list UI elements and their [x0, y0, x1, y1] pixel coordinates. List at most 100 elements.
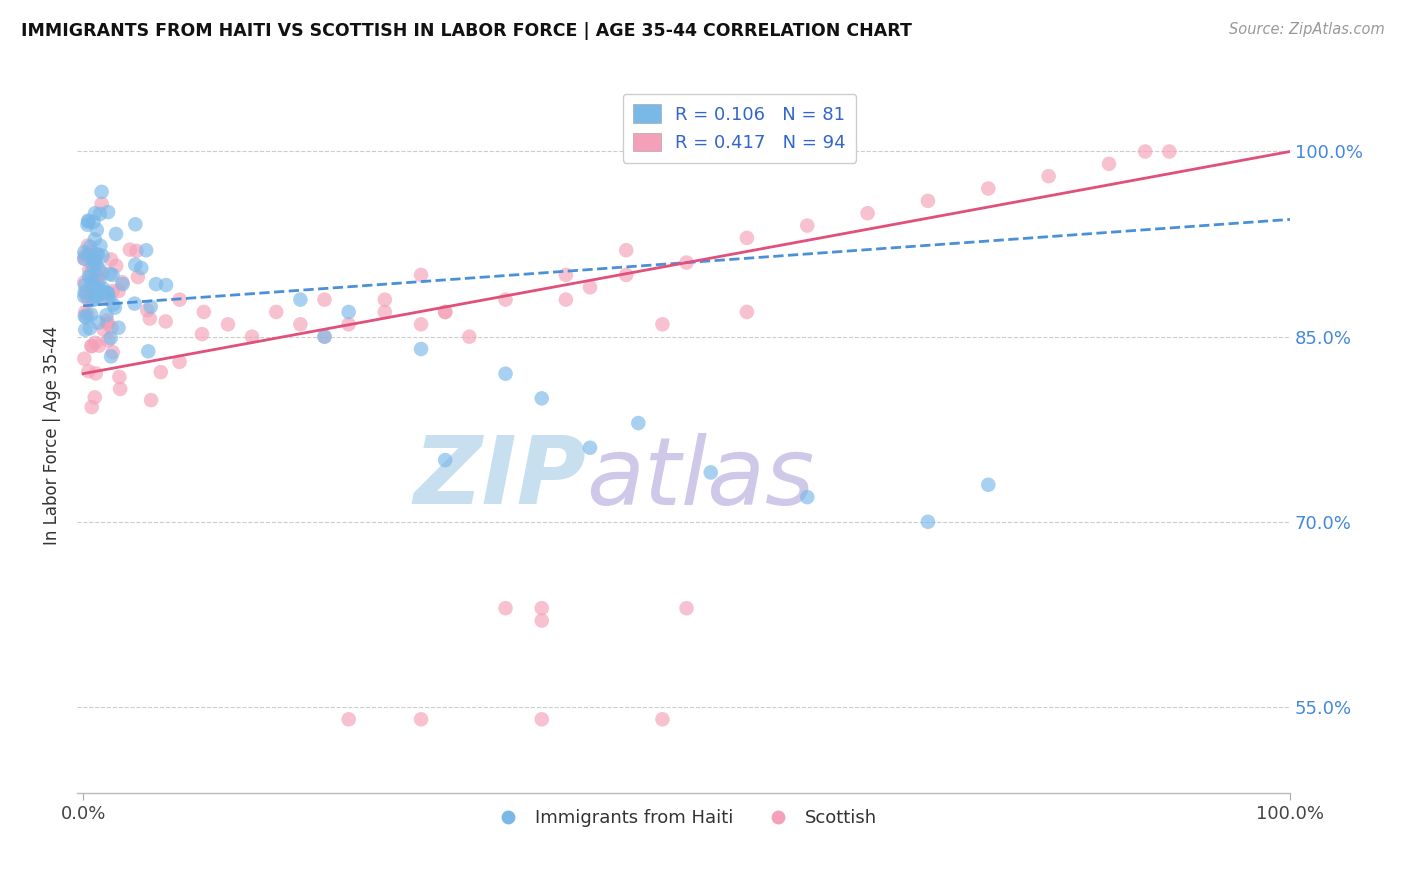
- Point: [1135, 145, 1157, 159]
- Point: [977, 181, 1000, 195]
- Point: [108, 382, 131, 396]
- Point: [434, 305, 457, 319]
- Point: [73, 285, 96, 300]
- Point: [530, 614, 553, 628]
- Text: Source: ZipAtlas.com: Source: ZipAtlas.com: [1229, 22, 1385, 37]
- Point: [434, 453, 457, 467]
- Point: [75, 323, 97, 337]
- Point: [169, 293, 191, 307]
- Point: [84, 287, 107, 301]
- Point: [337, 305, 360, 319]
- Point: [90, 185, 112, 199]
- Point: [675, 601, 697, 615]
- Point: [75, 285, 97, 300]
- Point: [77, 215, 100, 229]
- Point: [124, 296, 146, 310]
- Point: [240, 329, 263, 343]
- Point: [124, 217, 146, 231]
- Point: [80, 308, 103, 322]
- Point: [90, 197, 112, 211]
- Point: [139, 311, 162, 326]
- Point: [77, 213, 100, 227]
- Point: [82, 293, 104, 307]
- Point: [145, 277, 167, 291]
- Point: [374, 305, 396, 319]
- Point: [79, 321, 101, 335]
- Point: [84, 288, 107, 302]
- Point: [97, 205, 120, 219]
- Point: [155, 278, 177, 293]
- Point: [191, 327, 214, 342]
- Point: [495, 601, 517, 615]
- Point: [530, 601, 553, 615]
- Point: [796, 219, 818, 233]
- Point: [149, 365, 172, 379]
- Point: [73, 252, 96, 266]
- Point: [82, 252, 104, 267]
- Point: [290, 318, 312, 332]
- Point: [73, 351, 96, 366]
- Point: [86, 271, 108, 285]
- Point: [87, 269, 110, 284]
- Point: [111, 277, 134, 291]
- Point: [495, 367, 517, 381]
- Point: [155, 314, 177, 328]
- Text: atlas: atlas: [586, 433, 814, 524]
- Point: [91, 282, 114, 296]
- Point: [101, 345, 124, 359]
- Point: [86, 223, 108, 237]
- Text: ZIP: ZIP: [413, 433, 586, 524]
- Point: [651, 712, 673, 726]
- Point: [554, 293, 576, 307]
- Point: [96, 292, 118, 306]
- Point: [169, 355, 191, 369]
- Point: [84, 252, 107, 266]
- Point: [409, 712, 432, 726]
- Point: [83, 255, 105, 269]
- Point: [100, 350, 122, 364]
- Point: [735, 231, 758, 245]
- Point: [84, 268, 107, 282]
- Point: [89, 282, 111, 296]
- Point: [73, 245, 96, 260]
- Point: [80, 277, 103, 291]
- Point: [83, 215, 105, 229]
- Point: [75, 305, 97, 319]
- Point: [98, 291, 121, 305]
- Point: [101, 268, 124, 282]
- Point: [735, 305, 758, 319]
- Point: [136, 303, 159, 318]
- Point: [135, 244, 157, 258]
- Point: [76, 238, 98, 252]
- Point: [124, 258, 146, 272]
- Point: [796, 490, 818, 504]
- Point: [314, 329, 336, 343]
- Point: [129, 260, 152, 275]
- Point: [614, 244, 637, 258]
- Point: [77, 293, 100, 307]
- Point: [118, 243, 141, 257]
- Point: [530, 392, 553, 406]
- Point: [139, 300, 162, 314]
- Point: [84, 367, 107, 381]
- Point: [100, 331, 122, 345]
- Point: [83, 232, 105, 246]
- Point: [82, 275, 104, 289]
- Point: [458, 329, 481, 343]
- Point: [100, 320, 122, 334]
- Point: [89, 262, 111, 277]
- Point: [86, 247, 108, 261]
- Point: [89, 273, 111, 287]
- Point: [1159, 145, 1181, 159]
- Point: [87, 289, 110, 303]
- Point: [554, 268, 576, 282]
- Point: [337, 712, 360, 726]
- Point: [409, 268, 432, 282]
- Point: [314, 293, 336, 307]
- Point: [409, 318, 432, 332]
- Point: [82, 260, 104, 274]
- Point: [1038, 169, 1060, 184]
- Point: [314, 329, 336, 343]
- Point: [80, 339, 103, 353]
- Point: [101, 284, 124, 298]
